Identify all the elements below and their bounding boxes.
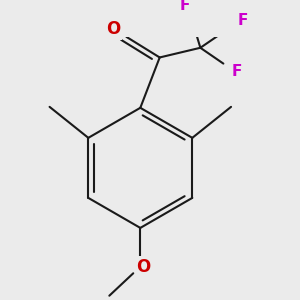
Text: O: O <box>136 258 150 276</box>
Text: F: F <box>232 64 242 79</box>
Text: O: O <box>106 20 120 38</box>
Text: F: F <box>180 0 190 13</box>
Text: F: F <box>238 13 248 28</box>
